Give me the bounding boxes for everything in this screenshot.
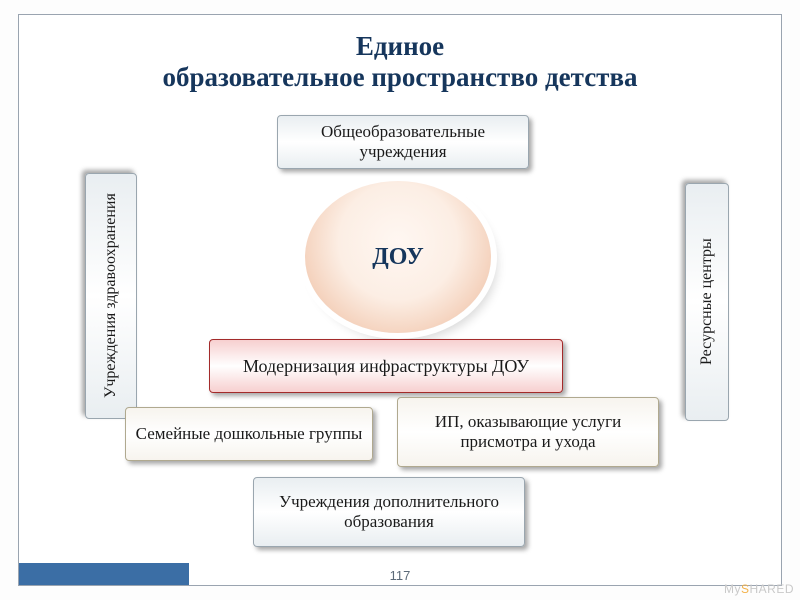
box-general-education: Общеобразовательные учреждения (277, 115, 529, 169)
center-ellipse-wrap: ДОУ (305, 181, 491, 333)
box-label: Учреждения здравоохранения (102, 194, 120, 399)
box-family-groups: Семейные дошкольные группы (125, 407, 373, 461)
slide-title: Единое образовательное пространство детс… (19, 31, 781, 93)
title-line1: Единое (356, 31, 444, 61)
ellipse-label: ДОУ (372, 244, 423, 271)
page-number: 117 (19, 568, 781, 583)
title-line2: образовательное пространство детства (162, 62, 637, 92)
center-ellipse: ДОУ (305, 181, 491, 333)
box-label: Модернизация инфраструктуры ДОУ (243, 356, 529, 377)
watermark: MySHARED (724, 582, 794, 596)
box-healthcare: Учреждения здравоохранения (85, 173, 137, 419)
box-additional-education: Учреждения дополнительного образования (253, 477, 525, 547)
box-ip-services: ИП, оказывающие услуги присмотра и ухода (397, 397, 659, 467)
box-modernization: Модернизация инфраструктуры ДОУ (209, 339, 563, 393)
box-label: ИП, оказывающие услуги присмотра и ухода (406, 412, 650, 452)
box-label: Семейные дошкольные группы (136, 424, 363, 444)
box-label: Общеобразовательные учреждения (286, 122, 520, 162)
slide-frame: Единое образовательное пространство детс… (18, 14, 782, 586)
box-label: Учреждения дополнительного образования (262, 492, 516, 532)
box-resource-centers: Ресурсные центры (685, 183, 729, 421)
box-label: Ресурсные центры (698, 239, 716, 366)
